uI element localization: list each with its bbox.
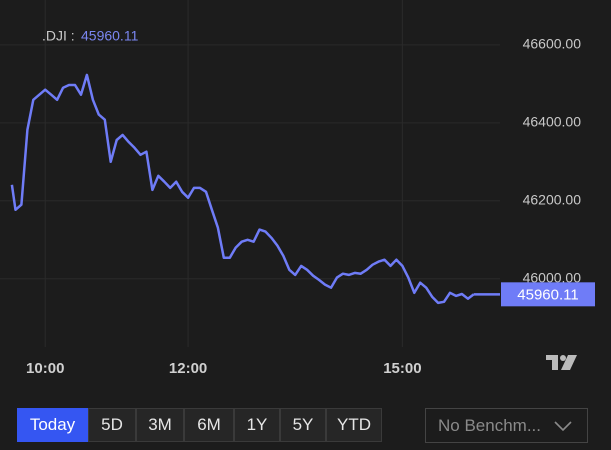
last-price-box [501, 282, 595, 307]
grid [0, 0, 500, 347]
range-button[interactable]: Today [17, 408, 88, 442]
range-button[interactable]: YTD [326, 408, 382, 442]
header-value: 45960.11 [81, 28, 139, 44]
range-button[interactable]: 3M [136, 408, 184, 442]
chart: .DJI : 45960.11 46000.00 46200.00 46400.00… [0, 0, 595, 377]
x-tick-label: 15:00 [383, 360, 421, 377]
logo [546, 355, 577, 370]
symbol-label: .DJI : [42, 28, 75, 44]
y-tick-label: 46600.00 [523, 36, 582, 52]
x-tick-label: 10:00 [26, 360, 64, 377]
range-button[interactable]: 5Y [280, 408, 326, 442]
x-tick-label: 12:00 [169, 360, 207, 377]
benchmark-label: No Benchm... [438, 415, 541, 435]
last-price-label: 45960.11 [517, 286, 578, 303]
y-tick-label: 46000.00 [523, 269, 582, 285]
y-tick-label: 46400.00 [523, 114, 582, 130]
price-line [10, 73, 475, 305]
range-button[interactable]: 1Y [234, 408, 280, 442]
range-button[interactable]: 6M [184, 408, 234, 442]
y-tick-label: 46200.00 [523, 191, 582, 207]
range-button[interactable]: 5D [88, 408, 136, 442]
benchmark-dropdown[interactable]: No Benchm... [425, 408, 588, 443]
chevron [554, 421, 572, 432]
